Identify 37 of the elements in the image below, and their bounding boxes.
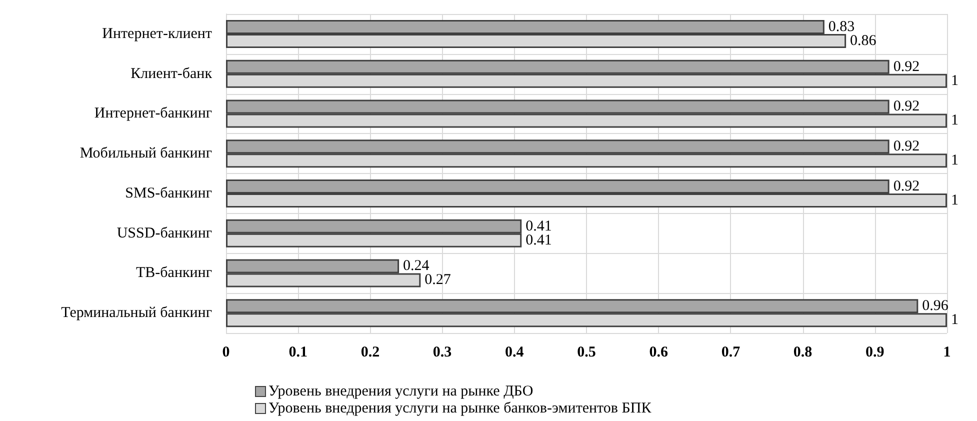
data-label: 0.41 (526, 218, 552, 234)
data-label: 1 (951, 312, 958, 328)
data-label: 0.92 (893, 138, 920, 155)
data-label: 1 (951, 112, 958, 129)
data-label: 0.92 (893, 58, 920, 75)
data-label: 1 (951, 152, 958, 169)
y-tick-label: SMS-банкинг (125, 185, 212, 202)
data-label: 0.41 (526, 232, 552, 248)
data-label: 0.27 (424, 272, 452, 288)
x-tick-label: 0.1 (288, 344, 308, 360)
data-label: 0.83 (828, 18, 855, 35)
x-tick-label: 0.3 (432, 344, 452, 360)
x-tick-label: 0.8 (793, 344, 812, 360)
x-tick-label: 0.9 (866, 344, 884, 360)
x-tick-label: 0.4 (505, 344, 524, 360)
y-tick-label: ТВ-банкинг (136, 265, 212, 282)
data-label: 0.96 (922, 298, 949, 314)
x-tick-label: 0.6 (649, 344, 668, 360)
data-label: 1 (951, 192, 958, 208)
y-tick-label: USSD-банкинг (116, 225, 212, 242)
data-label: 1 (951, 72, 958, 89)
legend-label: Уровень внедрения услуги на рынке ДБО (268, 384, 534, 400)
data-label: 0.24 (403, 258, 430, 274)
data-label: 0.92 (893, 98, 920, 115)
y-tick-label: Терминальный банкинг (61, 305, 212, 322)
y-tick-label: Интернет-банкинг (94, 106, 212, 122)
data-label: 0.92 (893, 178, 920, 194)
x-tick-label: 0.5 (577, 344, 596, 360)
data-label: 0.86 (850, 32, 877, 49)
y-tick-label: Клиент-банк (130, 66, 213, 82)
x-tick-label: 1 (943, 344, 951, 360)
x-tick-label: 0.7 (721, 344, 741, 360)
y-tick-label: Мобильный банкинг (80, 146, 212, 162)
legend-label: Уровень внедрения услуги на рынке банков-эмитентов БПК (268, 400, 652, 416)
y-tick-label: Интернет-клиент (102, 26, 212, 42)
x-tick-label: 0.2 (360, 344, 380, 360)
x-tick-label: 0 (222, 344, 230, 360)
